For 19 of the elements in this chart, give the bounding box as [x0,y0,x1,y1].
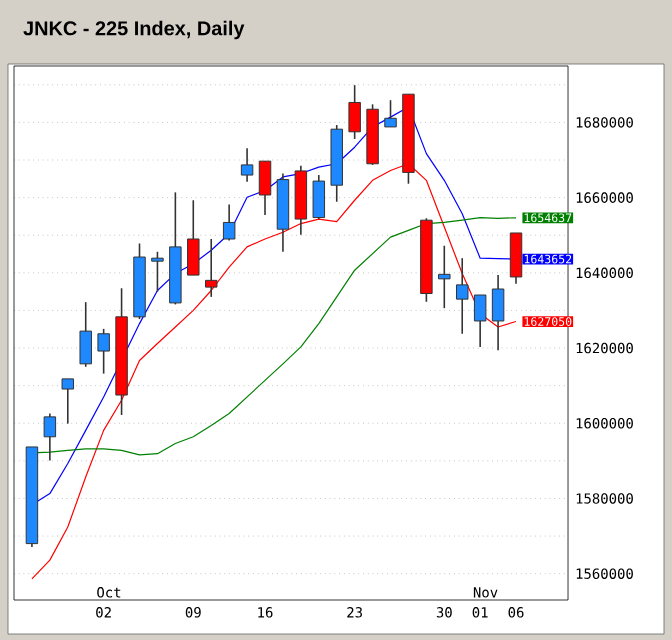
candlestick [438,244,451,309]
candlestick [240,147,254,183]
candlestick [222,203,236,242]
candlestick [473,294,487,348]
candlestick [61,378,75,425]
candlestick [491,274,505,352]
candlestick [204,238,218,298]
candlestick [97,328,110,375]
chart-title: JNKC - 225 Index, Daily [23,20,245,40]
candlestick [258,160,272,216]
candlestick [509,232,523,285]
candlestick [312,174,326,220]
candlestick [43,412,57,462]
candlestick [79,301,92,368]
candlestick [384,99,397,128]
candlestick [455,257,469,335]
candlestick [187,199,200,276]
candlestick [348,84,361,140]
candlestick [151,250,164,293]
